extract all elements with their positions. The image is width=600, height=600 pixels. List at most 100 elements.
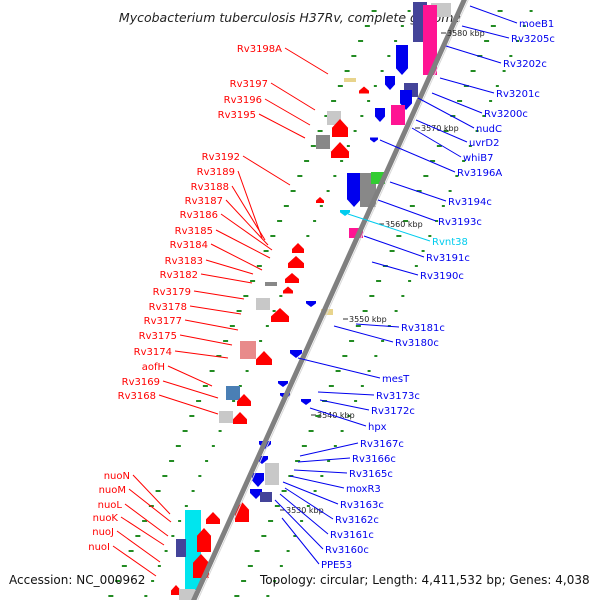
tick-mark (369, 295, 375, 297)
tick-mark (470, 70, 476, 72)
gene-label-Rv3161c: Rv3161c (330, 530, 374, 541)
tick-mark (171, 535, 175, 537)
tick-mark (482, 115, 486, 117)
gene-label-Rv3205c: Rv3205c (511, 34, 555, 45)
tick-mark (301, 445, 307, 447)
leader-line (289, 475, 345, 489)
tick-mark (475, 130, 479, 132)
tick-mark (403, 220, 409, 222)
tick-mark (346, 145, 350, 147)
gene-feature (349, 228, 363, 238)
tick-mark (495, 85, 499, 87)
tick-mark (290, 190, 296, 192)
gene-feature-arrow (288, 256, 304, 268)
gene-feature (176, 539, 186, 557)
tick-mark (374, 355, 378, 357)
tick-mark (313, 490, 317, 492)
tick-mark (218, 430, 222, 432)
tick-mark (286, 550, 290, 552)
tick-mark (313, 220, 317, 222)
tick-mark (211, 445, 215, 447)
gene-label-Rv3183: Rv3183 (165, 256, 203, 267)
tick-mark (151, 580, 155, 582)
gene-feature (219, 411, 233, 423)
leader-line (189, 305, 242, 315)
tick-mark (128, 550, 134, 552)
gene-label-Rv3181c: Rv3181c (401, 323, 445, 334)
kbp-label: 3550 kbp (349, 315, 387, 324)
tick-mark (367, 370, 371, 372)
topology-text: Topology: circular; Length: 4,411,532 bp… (260, 573, 590, 587)
tick-mark (342, 355, 348, 357)
tick-mark (497, 10, 503, 12)
leader-line (445, 45, 502, 64)
tick-mark (259, 340, 263, 342)
leader-line (237, 170, 263, 239)
tick-mark (121, 565, 127, 567)
tick-mark (353, 130, 357, 132)
gene-label-Rv3195: Rv3195 (218, 110, 256, 121)
tick-mark (283, 205, 289, 207)
gene-label-Rv3177: Rv3177 (144, 316, 182, 327)
leader-line (128, 488, 172, 523)
gene-label-PPE53: PPE53 (321, 560, 352, 571)
leader-line (225, 199, 269, 246)
leader-line (355, 323, 400, 328)
tick-mark (436, 145, 442, 147)
leader-line (258, 113, 306, 139)
gene-feature (179, 589, 195, 600)
map-title: Mycobacterium tuberculosis H37Rv, comple… (119, 10, 461, 25)
gene-label-Rv3175: Rv3175 (139, 331, 177, 342)
gene-feature-arrow (197, 528, 211, 552)
gene-feature-arrow (285, 273, 299, 283)
gene-label-whiB7: whiB7 (463, 153, 494, 164)
gene-feature (327, 111, 341, 125)
tick-mark (272, 310, 276, 312)
tick-mark (234, 595, 240, 597)
tick-mark (354, 400, 358, 402)
tick-mark (396, 235, 402, 237)
gene-label-moeB1: moeB1 (519, 19, 554, 30)
gene-label-Rvnt38: Rvnt38 (432, 237, 468, 248)
tick-mark (324, 115, 330, 117)
leader-line (282, 481, 339, 505)
tick-mark (351, 55, 357, 57)
tick-mark (300, 520, 304, 522)
leader-line (371, 261, 419, 276)
tick-mark (196, 400, 202, 402)
leader-line (174, 350, 229, 359)
leader-line (167, 365, 213, 387)
gene-label-Rv3200c: Rv3200c (484, 109, 528, 120)
tick-mark (256, 265, 262, 267)
leader-line (179, 334, 233, 346)
gene-feature-arrow (370, 137, 378, 143)
kbp-label: 3530 kbp (286, 506, 324, 515)
kbp-label: 3570 kbp (421, 124, 459, 133)
accession-text: Accession: NC_000962 (9, 573, 146, 587)
gene-label-Rv3166c: Rv3166c (352, 454, 396, 465)
tick-mark (529, 10, 533, 12)
tick-mark (162, 475, 168, 477)
leader-line (377, 199, 437, 222)
leader-line (270, 82, 316, 111)
tick-mark (320, 475, 324, 477)
tick-mark (229, 325, 235, 327)
tick-mark (326, 190, 330, 192)
gene-label-Rv3179: Rv3179 (153, 287, 191, 298)
tick-mark (310, 145, 316, 147)
tick-mark (502, 70, 506, 72)
leader-line (293, 469, 348, 474)
tick-mark (184, 505, 188, 507)
gene-label-Rv3191c: Rv3191c (426, 253, 470, 264)
tick-mark (261, 535, 267, 537)
gene-feature (316, 135, 330, 149)
tick-mark (306, 235, 310, 237)
tick-mark (142, 520, 148, 522)
leader-line (284, 487, 334, 520)
leader-line (333, 325, 394, 343)
gene-feature-arrow (256, 351, 272, 365)
tick-mark (319, 205, 323, 207)
gene-feature (344, 78, 356, 82)
